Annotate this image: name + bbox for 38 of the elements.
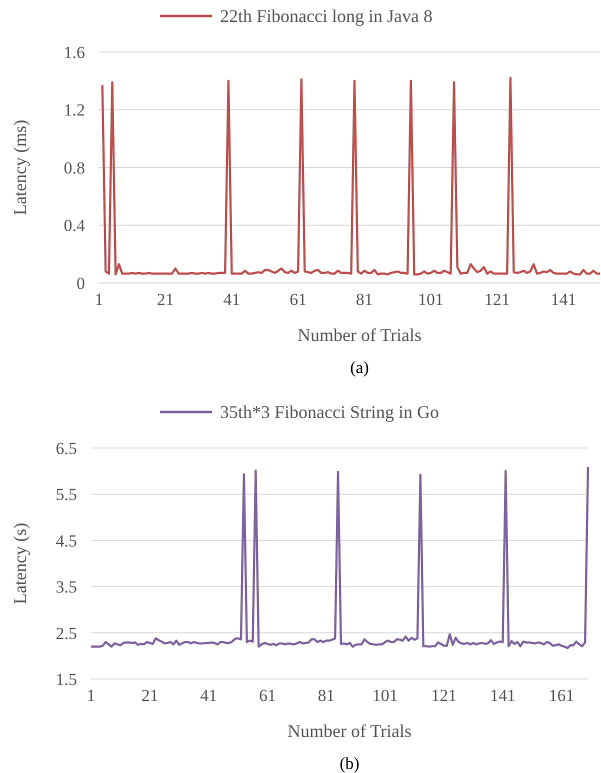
x-tick-label: 141	[490, 686, 516, 705]
x-axis-title: Number of Trials	[297, 325, 422, 345]
x-tick-label: 121	[484, 290, 510, 309]
x-tick-label: 61	[290, 290, 307, 309]
y-tick-label: 3.5	[56, 578, 77, 597]
x-tick-label: 81	[318, 686, 335, 705]
y-tick-label: 0	[76, 274, 85, 293]
x-tick-label: 141	[550, 290, 576, 309]
x-tick-label: 101	[372, 686, 398, 705]
x-tick-label: 1	[94, 290, 104, 309]
x-tick-label: 41	[200, 686, 218, 705]
y-tick-label: 1.5	[56, 670, 77, 689]
x-tick-label: 101	[418, 290, 444, 309]
y-tick-label: 1.6	[64, 42, 85, 62]
line-series	[90, 466, 590, 650]
y-axis-title: Latency (ms)	[10, 120, 30, 216]
x-tick-label: 161	[548, 686, 574, 705]
x-tick-label: 41	[223, 290, 240, 309]
x-axis-title: Number of Trials	[287, 721, 412, 741]
x-tick-label: 121	[431, 686, 457, 705]
x-tick-label: 21	[141, 686, 158, 705]
legend-label: 35th*3 Fibonacci String in Go	[220, 402, 439, 422]
x-tick-label: 81	[356, 290, 373, 309]
y-tick-label: 0.8	[64, 158, 85, 178]
text: (b)	[340, 754, 360, 773]
legend-label: 22th Fibonacci long in Java 8	[220, 6, 432, 26]
x-tick-label: 61	[258, 686, 276, 705]
y-tick-label: 6.5	[56, 438, 77, 458]
y-tick-label: 1.2	[64, 100, 85, 120]
x-tick-label: 21	[156, 290, 174, 309]
y-tick-label: 0.4	[64, 216, 86, 236]
line-series	[101, 76, 601, 276]
text: (a)	[350, 358, 369, 377]
y-tick-label: 5.5	[56, 485, 77, 504]
y-tick-label: 2.5	[56, 624, 77, 643]
y-tick-label: 4.5	[56, 531, 77, 550]
x-tick-label: 1	[86, 686, 96, 705]
y-axis-title: Latency (s)	[10, 522, 30, 604]
